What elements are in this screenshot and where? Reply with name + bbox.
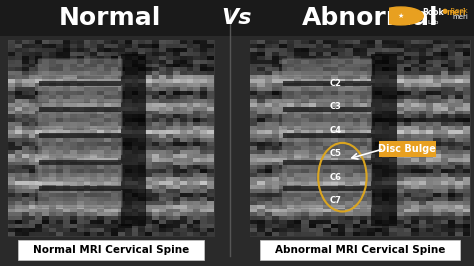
FancyBboxPatch shape [38,85,122,103]
FancyBboxPatch shape [250,40,470,236]
FancyBboxPatch shape [38,59,122,76]
FancyBboxPatch shape [282,111,372,129]
Text: C3: C3 [329,102,341,111]
FancyBboxPatch shape [283,186,371,191]
Text: Abnormal MRI Cervical Spine: Abnormal MRI Cervical Spine [275,245,445,255]
FancyBboxPatch shape [0,0,474,36]
Text: Book: Book [422,8,444,17]
FancyBboxPatch shape [39,186,121,191]
Text: C4: C4 [329,126,341,135]
Text: Abnormal: Abnormal [301,6,438,30]
Text: Disc Bulge: Disc Bulge [378,144,436,154]
Text: meri: meri [447,8,466,17]
FancyBboxPatch shape [379,141,436,157]
Text: C2: C2 [329,79,341,88]
Text: meri: meri [452,14,468,20]
FancyBboxPatch shape [39,134,121,138]
FancyBboxPatch shape [8,40,214,236]
Circle shape [378,7,423,25]
FancyBboxPatch shape [282,164,372,181]
FancyBboxPatch shape [38,190,122,207]
FancyBboxPatch shape [38,138,122,155]
Text: Lab: Lab [428,20,438,26]
FancyBboxPatch shape [39,81,121,86]
FancyBboxPatch shape [18,240,204,260]
Text: ★: ★ [398,13,404,19]
Text: C5: C5 [329,149,341,158]
FancyBboxPatch shape [371,54,397,226]
FancyBboxPatch shape [283,134,371,138]
FancyBboxPatch shape [282,138,372,155]
Text: C6: C6 [329,173,341,182]
Text: Normal: Normal [59,6,161,30]
Text: ● Book: ● Book [442,8,468,14]
FancyBboxPatch shape [39,107,121,112]
FancyBboxPatch shape [38,164,122,181]
FancyBboxPatch shape [282,190,372,207]
FancyBboxPatch shape [260,240,460,260]
FancyBboxPatch shape [282,59,372,76]
FancyBboxPatch shape [39,160,121,165]
FancyBboxPatch shape [283,81,371,86]
FancyBboxPatch shape [38,111,122,129]
Text: C7: C7 [329,196,341,205]
Text: Normal MRI Cervical Spine: Normal MRI Cervical Spine [33,245,189,255]
Text: Vs: Vs [222,8,252,28]
FancyBboxPatch shape [282,85,372,103]
FancyBboxPatch shape [283,107,371,112]
FancyBboxPatch shape [121,54,146,226]
FancyBboxPatch shape [283,160,371,165]
